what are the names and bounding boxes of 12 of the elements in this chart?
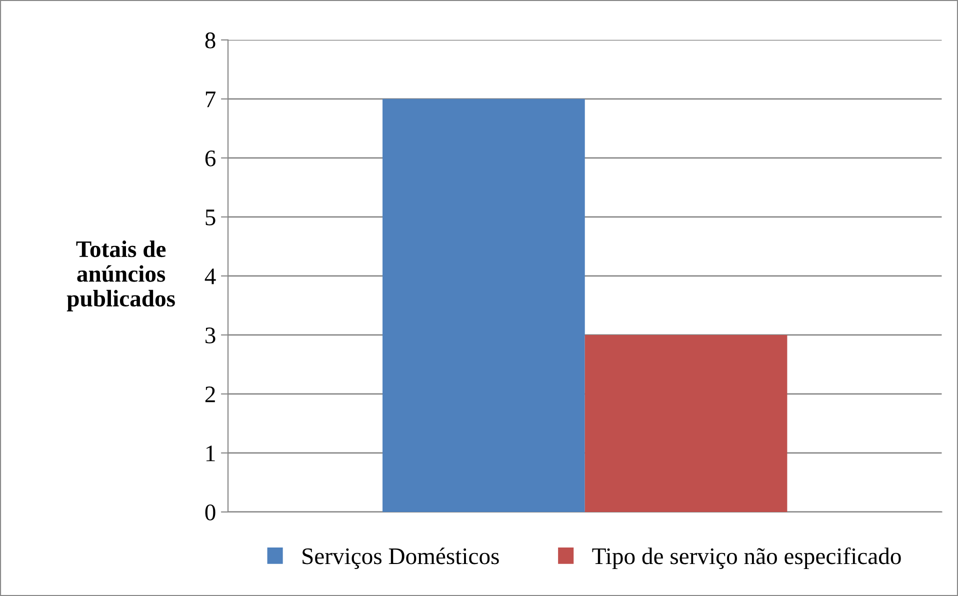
y-tick-label: 0 [205,504,216,520]
y-tick-label: 8 [205,32,216,48]
y-tick-label: 2 [205,386,215,402]
legend-label: Serviços Domésticos [302,548,499,570]
legend-label: Tipo de serviço não especificado [592,547,901,570]
y-tick-label: 3 [206,328,216,344]
y-tick-label: 5 [206,210,216,226]
y-axis-title: Totais de anúncios publicados [66,240,175,312]
y-tick-label: 4 [204,268,216,284]
y-tick-label: 6 [205,150,216,166]
y-tick-label: 7 [206,92,216,108]
y-tick-label: 1 [206,446,215,462]
